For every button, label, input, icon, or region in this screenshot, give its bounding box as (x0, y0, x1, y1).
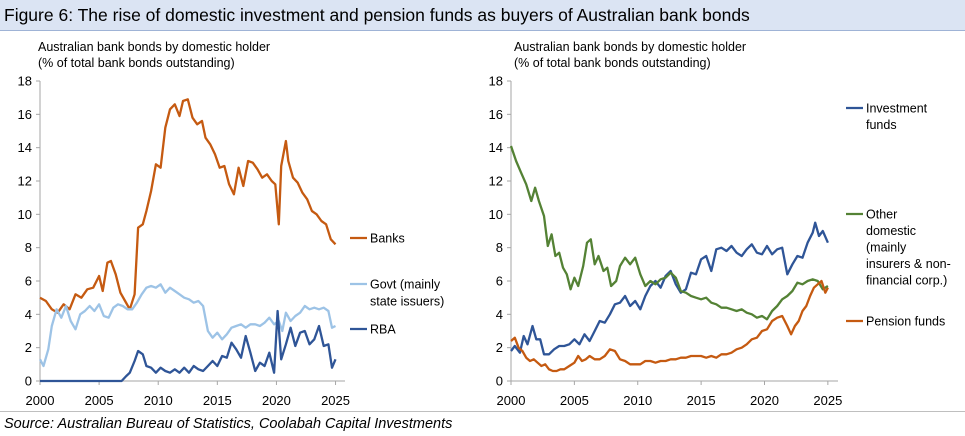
right-series-other-domestic-mainly-insurers-non-financial-corp-line (509, 145, 829, 321)
right-series-investment-funds-line (510, 221, 829, 356)
right-y-tick-label: 4 (496, 307, 503, 322)
right-legend-label-investment-funds: Investment (866, 102, 928, 116)
left-y-tick-label: 4 (25, 307, 32, 322)
right-legend-label-other-domestic-mainly-insurers-non-financial-corp: Other (866, 208, 897, 222)
right-x-tick-label: 2005 (560, 393, 589, 408)
right-x-tick-label: 2015 (687, 393, 716, 408)
left-series-rba-line (40, 309, 337, 383)
left-series-govt-mainly-state-issuers-line (38, 283, 337, 368)
right-y-tick-label: 16 (489, 107, 503, 122)
left-chart: Australian bank bonds by domestic holder… (18, 40, 445, 408)
figure-title-bar: Figure 6: The rise of domestic investmen… (0, 0, 965, 31)
figure-title: Figure 6: The rise of domestic investmen… (4, 5, 750, 25)
left-y-tick-label: 2 (25, 340, 32, 355)
left-y-tick-label: 0 (25, 374, 32, 389)
right-y-tick-label: 0 (496, 374, 503, 389)
right-legend-label-pension-funds: Pension funds (866, 315, 945, 329)
left-y-tick-label: 14 (18, 140, 32, 155)
right-chart: Australian bank bonds by domestic holder… (489, 40, 951, 408)
left-y-tick-label: 18 (18, 74, 32, 89)
right-x-tick-label: 2020 (750, 393, 779, 408)
left-series-banks-line (39, 98, 337, 314)
right-chart-title-line: (% of total bank bonds outstanding) (514, 56, 711, 70)
right-x-tick-label: 2010 (623, 393, 652, 408)
right-x-tick-label: 2000 (497, 393, 526, 408)
source-divider (0, 411, 965, 412)
left-chart-title-line: Australian bank bonds by domestic holder (38, 40, 270, 54)
left-y-tick-label: 10 (18, 207, 32, 222)
right-y-tick-label: 12 (489, 174, 503, 189)
left-y-tick-label: 8 (25, 240, 32, 255)
source-note: Source: Australian Bureau of Statistics,… (4, 416, 453, 432)
right-y-tick-label: 8 (496, 240, 503, 255)
left-y-tick-label: 6 (25, 274, 32, 289)
left-chart-title-line: (% of total bank bonds outstanding) (38, 56, 235, 70)
right-y-tick-label: 2 (496, 340, 503, 355)
left-y-tick-label: 12 (18, 174, 32, 189)
left-x-tick-label: 2025 (321, 393, 350, 408)
left-legend-label-rba: RBA (370, 323, 396, 337)
right-y-tick-label: 6 (496, 274, 503, 289)
right-series-pension-funds-line (510, 279, 829, 373)
left-legend-label-govt-mainly-state-issuers: Govt (mainly (370, 278, 441, 292)
right-chart-title-line: Australian bank bonds by domestic holder (514, 40, 746, 54)
left-legend-label-banks: Banks (370, 232, 405, 246)
right-legend-label-investment-funds: funds (866, 118, 897, 132)
left-y-tick-label: 16 (18, 107, 32, 122)
left-x-tick-label: 2010 (144, 393, 173, 408)
left-x-tick-label: 2020 (262, 393, 291, 408)
left-legend-label-govt-mainly-state-issuers: state issuers) (370, 295, 444, 309)
right-legend-label-other-domestic-mainly-insurers-non-financial-corp: (mainly (866, 241, 907, 255)
right-x-tick-label: 2025 (813, 393, 842, 408)
right-y-tick-label: 18 (489, 74, 503, 89)
left-x-tick-label: 2000 (26, 393, 55, 408)
left-x-tick-label: 2005 (85, 393, 114, 408)
right-y-tick-label: 10 (489, 207, 503, 222)
left-x-tick-label: 2015 (203, 393, 232, 408)
right-y-tick-label: 14 (489, 140, 503, 155)
right-legend-label-other-domestic-mainly-insurers-non-financial-corp: financial corp.) (866, 274, 947, 288)
right-legend-label-other-domestic-mainly-insurers-non-financial-corp: insurers & non- (866, 257, 951, 271)
right-legend-label-other-domestic-mainly-insurers-non-financial-corp: domestic (866, 224, 916, 238)
